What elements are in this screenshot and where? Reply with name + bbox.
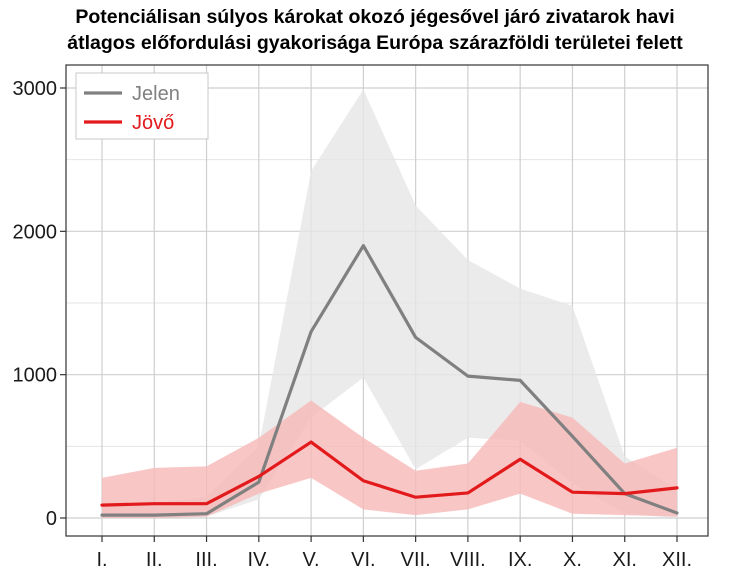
y-tick-label: 3000 (13, 78, 58, 100)
legend-label-jelen: Jelen (132, 83, 180, 105)
y-tick-label: 0 (46, 508, 57, 530)
y-tick-label: 1000 (13, 365, 58, 387)
x-tick-label: III. (195, 549, 217, 571)
series-line-jövő (100, 440, 679, 507)
x-tick-label: VII. (401, 549, 431, 571)
x-tick-label: XI. (613, 549, 637, 571)
chart-title-line-2: átlagos előfordulási gyakorisága Európa … (67, 32, 683, 54)
x-tick-label: VI. (351, 549, 375, 571)
chart-title-line-1: Potenciálisan súlyos károkat okozó jéges… (75, 6, 675, 28)
chart-title: Potenciálisan súlyos károkat okozó jéges… (0, 4, 750, 56)
x-tick-label: I. (96, 549, 107, 571)
y-tick-label: 2000 (13, 221, 58, 243)
axis-layer: 0 1000 2000 3000 I. II. III. IV. V. VI. VII. VIII. I… (13, 78, 693, 571)
x-tick-label: X. (563, 549, 582, 571)
x-tick-label: II. (146, 549, 163, 571)
plot-border (65, 64, 709, 537)
legend-label-jövő: Jövő (132, 112, 174, 134)
series-line-jelen (100, 244, 679, 517)
x-tick-label: V. (303, 549, 320, 571)
x-tick-label: IX. (508, 549, 532, 571)
x-tick-label: VIII. (450, 549, 486, 571)
x-tick-label: XII. (662, 549, 692, 571)
line-layer (100, 244, 679, 517)
band-layer (102, 89, 677, 518)
x-tick-label: IV. (248, 549, 271, 571)
legend-box (75, 72, 209, 140)
legend: Jelen Jövő (75, 72, 209, 140)
